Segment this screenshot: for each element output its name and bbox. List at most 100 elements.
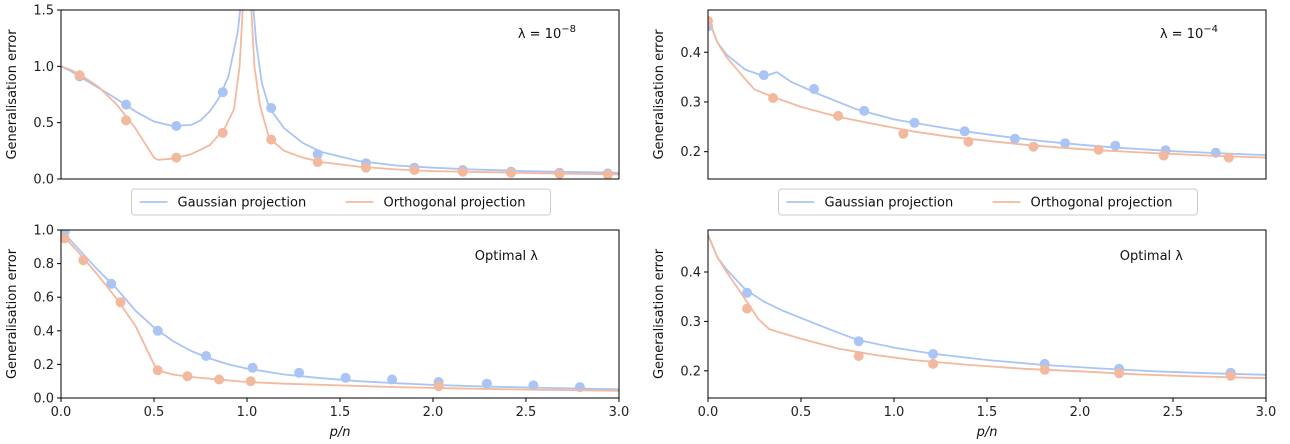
y-tick-label: 0.2: [680, 364, 701, 379]
plot-area: [61, 10, 619, 179]
data-point-gaussian: [528, 380, 539, 391]
data-point-gaussian: [266, 103, 277, 113]
x-tick-label: 0.0: [51, 405, 72, 420]
data-point-gaussian: [1060, 138, 1071, 149]
data-point-orthogonal: [833, 110, 844, 121]
x-tick-label: 2.0: [423, 405, 444, 420]
data-point-gaussian: [928, 349, 939, 359]
data-point-orthogonal: [433, 381, 444, 392]
data-point-gaussian: [387, 374, 398, 385]
panel-annotation: λ = 10−8: [518, 24, 576, 42]
data-point-orthogonal: [457, 166, 468, 177]
data-point-orthogonal: [409, 165, 420, 175]
panel-bottom-right: 0.2 0.3 0.4 0.0 0.5 1.0 1.5 2.0 2.5 3.0 Generalisa…: [652, 229, 1276, 440]
data-point-orthogonal: [361, 162, 371, 173]
data-point-gaussian: [217, 87, 228, 98]
data-point-orthogonal: [74, 70, 85, 81]
data-point-orthogonal: [217, 127, 228, 138]
data-point-gaussian: [1009, 133, 1020, 144]
data-point-orthogonal: [602, 169, 613, 179]
data-point-orthogonal: [708, 15, 713, 26]
y-tick-label: 0.6: [33, 291, 54, 306]
axes-frame: [707, 9, 1267, 180]
y-tick-label: 1.5: [33, 4, 54, 19]
data-point-orthogonal: [853, 351, 864, 361]
data-point-gaussian: [909, 117, 920, 128]
x-tick-label: 1.5: [330, 405, 351, 420]
data-point-gaussian: [758, 70, 769, 81]
x-tick-label: 1.0: [237, 405, 258, 420]
x-axis-label: p/n: [976, 425, 998, 440]
y-tick-label: 0.0: [33, 173, 54, 188]
data-point-orthogonal: [742, 303, 753, 314]
legend: Gaussian projection Orthogonal projection: [131, 188, 551, 216]
x-tick-label: 1.5: [977, 405, 998, 420]
y-axis-label: Generalisation error: [5, 248, 20, 379]
axes-frame: [60, 9, 620, 180]
y-tick-label: 0.4: [680, 46, 701, 61]
panel-top-left: 0.0 0.5 1.0 1.5 Generalisation error λ = 10−8…: [5, 4, 620, 216]
data-point-gaussian: [959, 126, 970, 137]
panel-annotation: λ = 10−4: [1160, 24, 1218, 42]
y-tick-label: 0.2: [680, 145, 701, 160]
y-tick-label: 0.2: [33, 358, 54, 373]
series-line-gaussian: [61, 230, 619, 391]
x-axis-label: p/n: [329, 425, 351, 440]
data-point-orthogonal: [1114, 368, 1125, 379]
series-line-orthogonal: [708, 16, 1266, 159]
legend-item-orthogonal-label: Orthogonal projection: [384, 196, 526, 211]
legend-item-orthogonal-label: Orthogonal projection: [1031, 196, 1173, 211]
data-point-gaussian: [312, 149, 323, 160]
data-point-gaussian: [340, 372, 351, 383]
data-point-orthogonal: [1028, 141, 1039, 152]
x-tick-label: 2.0: [1070, 405, 1091, 420]
y-tick-label: 0.3: [680, 95, 701, 110]
y-tick-label: 1.0: [33, 60, 54, 75]
series-line-orthogonal: [61, 232, 619, 392]
y-tick-label: 0.3: [680, 315, 701, 330]
x-tick-label: 2.5: [516, 405, 537, 420]
y-tick-label: 0.8: [33, 257, 54, 272]
data-point-orthogonal: [152, 365, 163, 376]
y-axis-label: Generalisation error: [652, 248, 667, 379]
data-point-orthogonal: [245, 376, 256, 387]
data-point-orthogonal: [554, 168, 565, 179]
legend-item-gaussian-label: Gaussian projection: [825, 196, 954, 211]
data-point-orthogonal: [963, 136, 974, 147]
data-point-orthogonal: [506, 167, 517, 178]
data-point-orthogonal: [1223, 152, 1234, 163]
y-tick-label: 0.0: [33, 392, 54, 407]
series-line-gaussian: [708, 234, 1266, 376]
x-tick-label: 1.0: [884, 405, 905, 420]
plot-area: [61, 230, 619, 393]
x-tick-label: 0.5: [791, 405, 812, 420]
legend-item-gaussian-label: Gaussian projection: [178, 196, 307, 211]
data-point-gaussian: [481, 378, 492, 389]
legend: Gaussian projection Orthogonal projection: [778, 188, 1198, 216]
panel-annotation: Optimal λ: [1120, 249, 1184, 264]
data-point-gaussian: [1110, 140, 1121, 151]
x-tick-label: 2.5: [1163, 405, 1184, 420]
y-axis-label: Generalisation error: [5, 29, 20, 160]
x-tick-label: 0.0: [698, 405, 719, 420]
data-point-orthogonal: [61, 233, 70, 244]
panel-bottom-left: 0.0 0.2 0.4 0.6 0.8 1.0 0.0 0.5 1.0 1.5 2.0 2.5 3.0 G…: [5, 224, 629, 441]
data-point-orthogonal: [78, 255, 89, 266]
data-point-orthogonal: [121, 115, 132, 126]
series-line-orthogonal: [61, 10, 244, 161]
x-tick-label: 0.5: [144, 405, 165, 420]
y-tick-label: 1.0: [33, 224, 54, 239]
data-point-gaussian: [201, 351, 212, 361]
y-axis-label: Generalisation error: [652, 29, 667, 160]
data-point-orthogonal: [115, 297, 126, 308]
data-point-gaussian: [247, 362, 258, 373]
data-point-orthogonal: [768, 93, 779, 103]
data-point-orthogonal: [898, 128, 909, 139]
plot-area: [708, 15, 1266, 163]
data-point-orthogonal: [1093, 144, 1104, 155]
data-point-gaussian: [859, 105, 870, 116]
data-point-orthogonal: [928, 358, 939, 369]
data-point-orthogonal: [1039, 364, 1050, 375]
legend-box: [131, 188, 551, 216]
